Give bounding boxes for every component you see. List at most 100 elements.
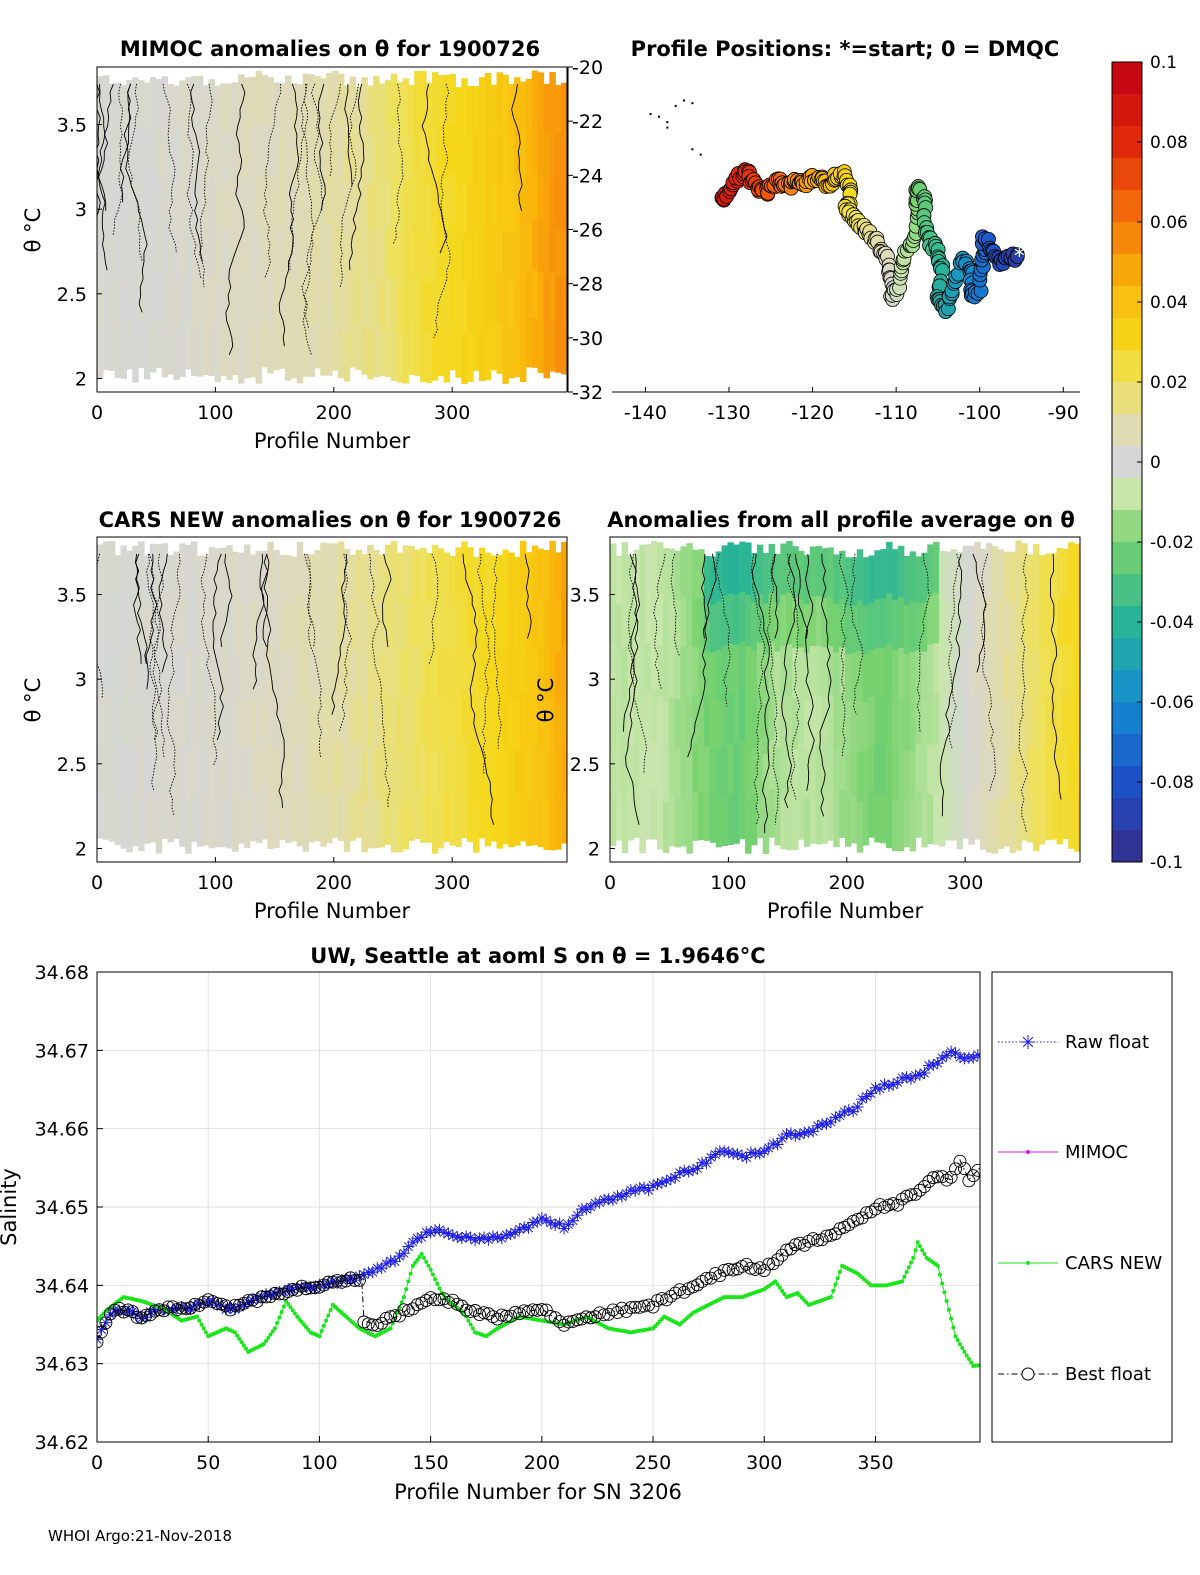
- cars-new-marker: [435, 1281, 440, 1286]
- heatmap-cell: [490, 322, 498, 371]
- contour-line: [278, 83, 300, 347]
- heatmap-cell: [114, 603, 122, 653]
- heatmap-cell: [645, 544, 652, 594]
- heatmap-cell: [520, 231, 527, 283]
- heatmap-cell: [390, 696, 398, 749]
- heatmap-cell: [120, 747, 127, 799]
- heatmap-cell: [514, 326, 521, 378]
- cars-new-marker: [295, 1314, 300, 1319]
- heatmap-cell: [455, 597, 462, 648]
- cars-new-marker: [199, 1322, 204, 1327]
- heatmap-cell: [508, 328, 515, 379]
- heatmap-cell: [126, 224, 133, 274]
- heatmap-cell: [214, 282, 221, 333]
- heatmap-cell: [431, 750, 439, 803]
- heatmap-cell: [290, 651, 298, 700]
- heatmap-cell: [373, 276, 380, 328]
- cars-new-marker: [946, 1307, 951, 1312]
- heatmap-cell: [874, 550, 881, 600]
- y-tick-label: 2: [588, 838, 600, 860]
- heatmap-cell: [645, 593, 652, 644]
- heatmap-cell: [431, 328, 439, 381]
- heatmap-cell: [1015, 540, 1022, 593]
- x-tick-label: 300: [434, 402, 470, 424]
- contour-line: [97, 83, 106, 307]
- heatmap-cell: [610, 795, 617, 846]
- heatmap-cell: [991, 648, 999, 701]
- raw-float-marker: [798, 1126, 811, 1139]
- heatmap-cell: [173, 599, 180, 648]
- heatmap-cell: [680, 795, 687, 847]
- raw-float-marker: [366, 1266, 379, 1279]
- heatmap-cell: [621, 800, 629, 854]
- heatmap-cell: [249, 126, 257, 178]
- heatmap-cell: [420, 547, 427, 598]
- heatmap-cell: [508, 181, 515, 232]
- heatmap-cell: [426, 82, 433, 134]
- heatmap-cell: [862, 796, 870, 846]
- heatmap-cell: [343, 649, 351, 701]
- heatmap-cell: [138, 644, 145, 697]
- heatmap-cell: [449, 555, 456, 605]
- heatmap-cell: [214, 233, 221, 284]
- heatmap-cell: [179, 80, 186, 131]
- raw-float-marker: [953, 1051, 966, 1064]
- heatmap-cell: [733, 594, 740, 645]
- cars-new-marker: [430, 1272, 435, 1277]
- heatmap-cell: [308, 225, 315, 277]
- heatmap-cell: [692, 694, 699, 744]
- heatmap-cell: [850, 747, 858, 796]
- contour-line: [262, 553, 270, 648]
- heatmap-cell: [950, 694, 958, 744]
- best-float-marker: [464, 1305, 478, 1318]
- best-float-marker: [579, 1310, 593, 1324]
- heatmap-cell: [296, 84, 304, 135]
- heatmap-cell: [267, 77, 274, 128]
- x-tick-label: 200: [316, 872, 352, 894]
- raw-float-marker: [549, 1218, 562, 1231]
- raw-float-marker: [451, 1231, 464, 1244]
- heatmap-cell: [484, 124, 492, 176]
- heatmap-cell: [202, 796, 210, 846]
- heatmap-cell: [202, 181, 210, 231]
- heatmap-cell: [120, 797, 127, 849]
- best-float-marker: [957, 1162, 971, 1175]
- heatmap-cell: [692, 549, 699, 599]
- colorbar-segment: [1112, 510, 1142, 543]
- contour-line: [794, 553, 808, 639]
- heatmap-cell: [715, 748, 723, 799]
- best-float-marker: [917, 1180, 931, 1194]
- heatmap-cell: [944, 695, 952, 745]
- heatmap-cell: [138, 271, 145, 321]
- colorbar-segment: [1112, 222, 1142, 255]
- heatmap-cell: [314, 173, 321, 223]
- heatmap-cell: [1056, 695, 1063, 746]
- heatmap-cell: [798, 743, 805, 792]
- cars-new-marker: [937, 1272, 942, 1277]
- heatmap-cell: [308, 74, 315, 126]
- heatmap-cell: [361, 603, 368, 654]
- heatmap-cell: [114, 279, 122, 329]
- heatmap-cell: [991, 801, 999, 854]
- best-float-marker: [659, 1293, 673, 1307]
- heatmap-cell: [320, 127, 327, 178]
- positions-title: Profile Positions: *=start; 0 = DMQC: [631, 37, 1060, 61]
- contour-line: [462, 553, 495, 825]
- best-float-marker: [766, 1257, 780, 1271]
- heatmap-cell: [226, 83, 233, 134]
- heatmap-cell: [839, 550, 846, 600]
- heatmap-cell: [868, 743, 875, 791]
- heatmap-cell: [267, 175, 274, 226]
- heatmap-cell: [102, 591, 110, 642]
- heatmap-cell: [279, 178, 286, 227]
- heatmap-cell: [461, 281, 468, 334]
- heatmap-cell: [490, 84, 498, 133]
- heatmap-cell: [296, 643, 304, 695]
- salinity-title: UW, Seattle at aoml S on θ = 1.9646°C: [310, 944, 765, 968]
- heatmap-cell: [786, 592, 793, 645]
- raw-float-marker: [184, 1303, 197, 1316]
- raw-float-marker: [718, 1145, 731, 1158]
- raw-float-marker: [389, 1255, 402, 1268]
- heatmap-cell: [396, 552, 404, 604]
- heatmap-cell: [402, 697, 409, 749]
